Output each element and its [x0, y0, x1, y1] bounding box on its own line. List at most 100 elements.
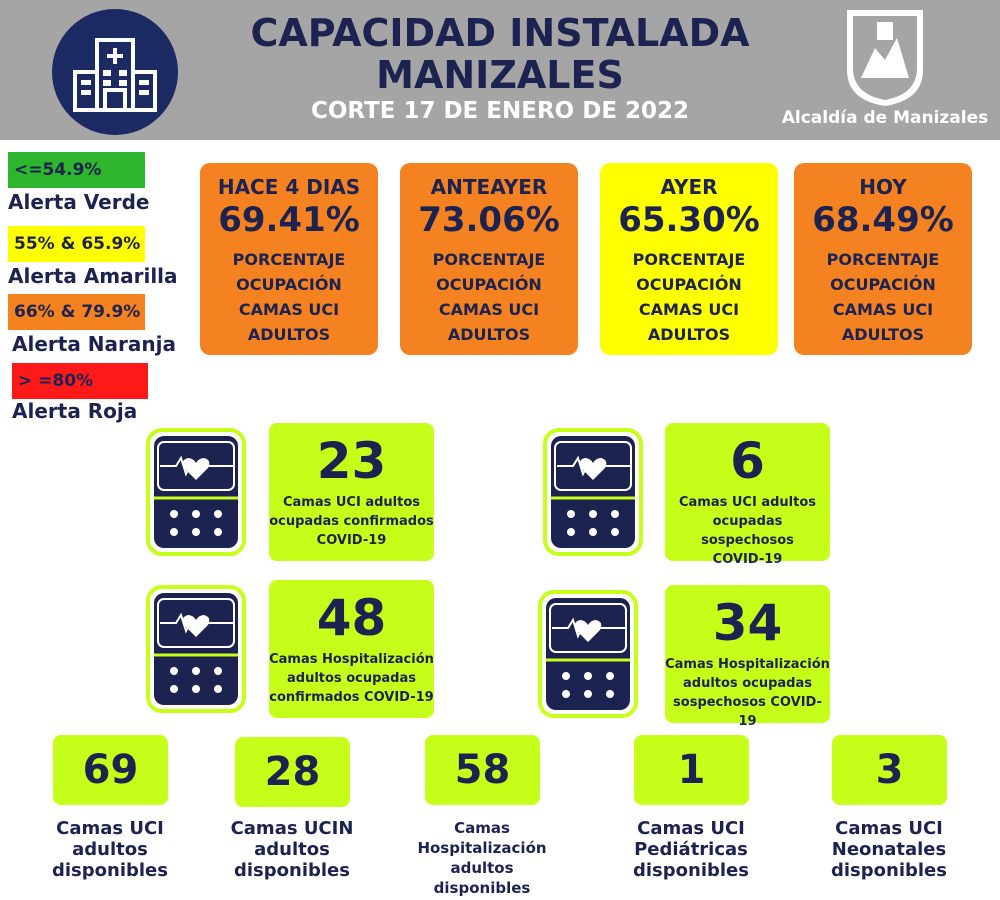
stat-value: 6 — [730, 432, 765, 490]
label-line: Camas UCIN — [230, 818, 354, 839]
occupancy-percent: 69.41% — [218, 200, 360, 240]
label-line: disponibles — [234, 860, 350, 881]
legend-label-orange: Alerta Naranja — [12, 332, 176, 356]
label-line: Camas — [454, 819, 510, 837]
caption-line: confirmados COVID-19 — [269, 690, 434, 705]
desc-line: ADULTOS — [447, 325, 531, 344]
desc-line: CAMAS UCI — [238, 300, 340, 319]
page-title-city: MANIZALES — [376, 53, 624, 97]
hospital-logo — [52, 9, 178, 135]
day-label: AYER — [660, 175, 718, 199]
stat-caption: Camas UCI adultos ocupadas sospechosos C… — [665, 493, 830, 569]
label-line: Camas UCI — [56, 818, 164, 839]
caption-line: ocupadas confirmados — [269, 514, 434, 529]
heart-monitor-icon — [146, 428, 246, 556]
heart-monitor-icon — [538, 590, 638, 718]
caption-line: COVID-19 — [712, 552, 783, 567]
card-description: PORCENTAJE OCUPACIÓN CAMAS UCI ADULTOS — [794, 247, 972, 347]
caption-line: Camas UCI adultos — [678, 495, 817, 510]
desc-line: OCUPACIÓN — [636, 275, 742, 294]
available-uci-pediatric-value: 1 — [634, 735, 749, 805]
available-uci-neonatal-label: Camas UCI Neonatales disponibles — [809, 818, 969, 881]
heart-monitor-icon — [146, 585, 246, 713]
available-uci-adults-value: 69 — [53, 735, 168, 805]
desc-line: OCUPACIÓN — [236, 275, 342, 294]
day-label: HOY — [859, 175, 907, 199]
desc-line: OCUPACIÓN — [830, 275, 936, 294]
stat-uci-suspected: 6 Camas UCI adultos ocupadas sospechosos… — [665, 423, 830, 567]
label-line: disponibles — [831, 860, 947, 881]
card-description: PORCENTAJE OCUPACIÓN CAMAS UCI ADULTOS — [600, 247, 778, 347]
caption-line: adultos ocupadas — [683, 676, 812, 691]
stat-uci-confirmed: 23 Camas UCI adultos ocupadas confirmado… — [269, 423, 434, 561]
label-line: Neonatales — [831, 839, 947, 860]
stat-value: 34 — [712, 594, 783, 652]
card-description: PORCENTAJE OCUPACIÓN CAMAS UCI ADULTOS — [400, 247, 578, 347]
stat-caption: Camas UCI adultos ocupadas confirmados C… — [269, 493, 434, 550]
legend-label-green: Alerta Verde — [8, 190, 150, 214]
stat-caption: Camas Hospitalización adultos ocupadas s… — [665, 655, 830, 731]
stat-caption: Camas Hospitalización adultos ocupadas c… — [269, 650, 434, 707]
stat-value: 48 — [316, 589, 387, 647]
available-hosp-adults-label: Camas Hospitalización adultos disponible… — [402, 818, 562, 898]
caption-line: Camas Hospitalización — [269, 652, 434, 667]
card-description: PORCENTAJE OCUPACIÓN CAMAS UCI ADULTOS — [200, 247, 378, 347]
label-line: adultos — [254, 839, 330, 860]
caption-line: Camas UCI adultos — [282, 495, 421, 510]
caption-line: Camas Hospitalización — [665, 657, 830, 672]
legend-label-red: Alerta Roja — [12, 399, 138, 423]
heart-monitor-icon — [543, 428, 643, 556]
available-uci-adults-label: Camas UCI adultos disponibles — [30, 818, 190, 881]
label-line: Camas UCI — [835, 818, 943, 839]
legend-range-orange: 66% & 79.9% — [8, 294, 145, 330]
desc-line: ADULTOS — [247, 325, 331, 344]
desc-line: CAMAS UCI — [438, 300, 540, 319]
caption-line: adultos ocupadas — [287, 671, 416, 686]
caption-line: COVID-19 — [316, 533, 387, 548]
day-card-ayer: AYER 65.30% PORCENTAJE OCUPACIÓN CAMAS U… — [600, 163, 778, 355]
available-hosp-adults-value: 58 — [425, 735, 540, 805]
hospital-icon — [73, 38, 157, 112]
day-card-4-days-ago: HACE 4 DIAS 69.41% PORCENTAJE OCUPACIÓN … — [200, 163, 378, 355]
day-label: ANTEAYER — [430, 175, 548, 199]
stat-hosp-confirmed: 48 Camas Hospitalización adultos ocupada… — [269, 580, 434, 718]
available-ucin-adults-label: Camas UCIN adultos disponibles — [212, 818, 372, 881]
desc-line: PORCENTAJE — [232, 250, 346, 269]
available-ucin-adults-value: 28 — [235, 737, 350, 807]
label-line: adultos — [450, 859, 514, 877]
legend-range-yellow: 55% & 65.9% — [8, 226, 145, 262]
day-card-anteayer: ANTEAYER 73.06% PORCENTAJE OCUPACIÓN CAM… — [400, 163, 578, 355]
occupancy-percent: 68.49% — [812, 200, 954, 240]
label-line: Pediátricas — [634, 839, 748, 860]
label-line: Camas UCI — [637, 818, 745, 839]
desc-line: CAMAS UCI — [638, 300, 740, 319]
desc-line: OCUPACIÓN — [436, 275, 542, 294]
legend-range-red: > =80% — [12, 363, 148, 399]
coat-of-arms-icon — [847, 10, 923, 106]
brand-name: Alcaldía de Manizales — [781, 108, 989, 128]
page-title: CAPACIDAD INSTALADA — [250, 11, 750, 55]
available-uci-pediatric-label: Camas UCI Pediátricas disponibles — [611, 818, 771, 881]
label-line: disponibles — [633, 860, 749, 881]
legend-label-yellow: Alerta Amarilla — [8, 264, 178, 288]
day-card-hoy: HOY 68.49% PORCENTAJE OCUPACIÓN CAMAS UC… — [794, 163, 972, 355]
date-subtitle: CORTE 17 DE ENERO DE 2022 — [310, 98, 690, 124]
stat-value: 23 — [316, 432, 387, 490]
legend-range-green: <=54.9% — [8, 152, 145, 188]
desc-line: CAMAS UCI — [832, 300, 934, 319]
desc-line: ADULTOS — [841, 325, 925, 344]
desc-line: PORCENTAJE — [432, 250, 546, 269]
available-uci-neonatal-value: 3 — [832, 735, 947, 805]
label-line: Hospitalización — [417, 839, 547, 857]
occupancy-percent: 65.30% — [618, 200, 760, 240]
caption-line: ocupadas sospechosos — [701, 514, 794, 548]
label-line: adultos — [72, 839, 148, 860]
desc-line: PORCENTAJE — [826, 250, 940, 269]
occupancy-percent: 73.06% — [418, 200, 560, 240]
desc-line: PORCENTAJE — [632, 250, 746, 269]
day-label: HACE 4 DIAS — [217, 175, 361, 199]
caption-line: sospechosos COVID-19 — [673, 695, 822, 729]
desc-line: ADULTOS — [647, 325, 731, 344]
label-line: disponibles — [433, 879, 531, 897]
stat-hosp-suspected: 34 Camas Hospitalización adultos ocupada… — [665, 585, 830, 729]
